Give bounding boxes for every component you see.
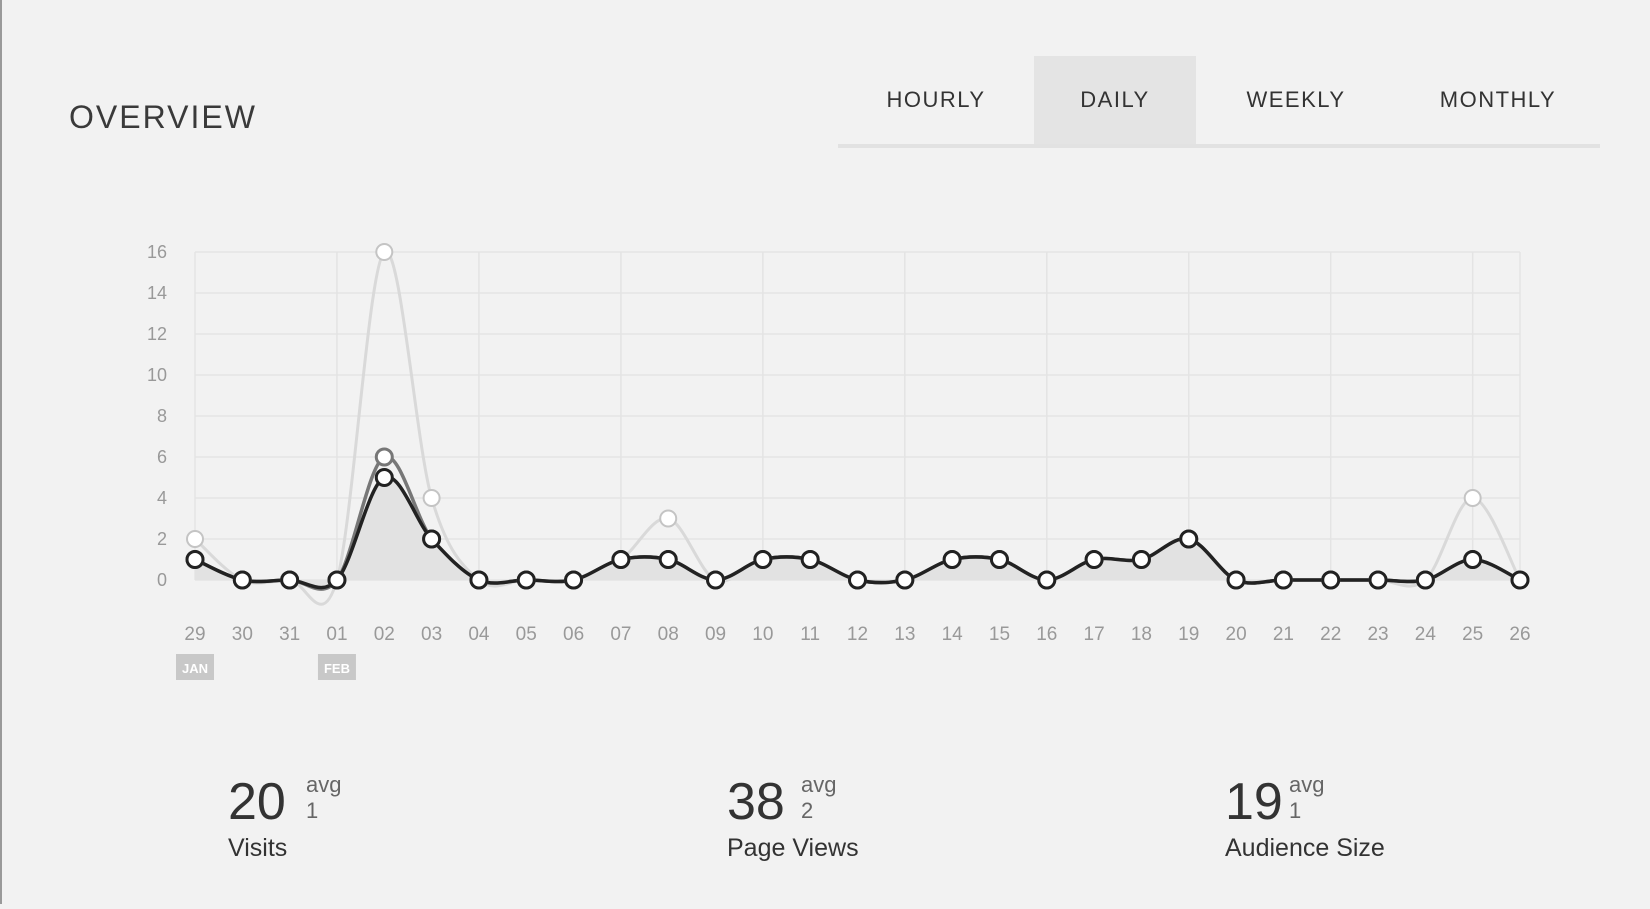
x-tick-label: 18 <box>1131 624 1152 645</box>
data-point <box>659 509 678 528</box>
y-tick-label: 4 <box>157 488 167 508</box>
y-tick-label: 16 <box>147 242 167 262</box>
data-point <box>1037 570 1057 590</box>
window-edge <box>0 0 2 904</box>
data-point <box>706 570 726 590</box>
x-tick-label: 13 <box>894 624 915 645</box>
stat-avg-value: 2 <box>801 798 814 823</box>
stat-value: 19 <box>1225 773 1283 831</box>
month-marker-label: FEB <box>324 661 350 676</box>
x-tick-label: 15 <box>989 624 1010 645</box>
x-tick-label: 04 <box>468 624 490 645</box>
stat-value: 38 <box>727 773 785 831</box>
data-point <box>327 570 347 590</box>
x-tick-label: 30 <box>232 624 253 645</box>
month-marker-label: JAN <box>182 661 208 676</box>
data-point <box>800 550 820 569</box>
y-tick-label: 12 <box>147 324 167 344</box>
data-point <box>1084 550 1104 569</box>
stat-value: 20 <box>228 773 286 831</box>
x-tick-label: 21 <box>1273 624 1294 645</box>
stat-label: Visits <box>228 834 288 862</box>
x-tick-label: 07 <box>610 624 631 645</box>
data-point <box>1179 529 1199 549</box>
x-tick-label: 31 <box>279 624 300 645</box>
x-tick-label: 25 <box>1462 624 1483 645</box>
month-marker <box>317 654 356 680</box>
x-tick-label: 19 <box>1178 624 1199 645</box>
data-point <box>1463 489 1482 507</box>
y-tick-label: 2 <box>157 529 167 549</box>
data-point <box>753 550 773 569</box>
x-tick-label: 12 <box>847 624 868 645</box>
x-tick-label: 24 <box>1415 624 1437 645</box>
stat-label: Audience Size <box>1225 834 1385 862</box>
x-tick-label: 20 <box>1226 624 1247 645</box>
data-point <box>469 570 489 590</box>
x-tick-label: 23 <box>1367 624 1388 645</box>
data-point <box>422 529 442 549</box>
x-tick-label: 03 <box>421 624 442 645</box>
x-tick-label: 08 <box>658 624 679 645</box>
x-tick-label: 29 <box>184 624 205 645</box>
x-tick-label: 01 <box>326 624 347 645</box>
tab-weekly[interactable]: WEEKLY <box>1246 87 1346 112</box>
data-point <box>185 550 205 569</box>
x-tick-label: 16 <box>1036 624 1057 645</box>
y-tick-label: 8 <box>157 406 167 426</box>
stat-avg-value: 1 <box>306 798 319 823</box>
data-point <box>374 468 394 487</box>
data-point <box>1273 570 1293 590</box>
stat-label: Page Views <box>727 834 859 862</box>
x-tick-label: 02 <box>374 624 395 645</box>
x-tick-label: 11 <box>800 624 820 645</box>
stat-avg-label: avg <box>306 772 342 797</box>
period-tabs: HOURLY DAILY WEEKLY MONTHLY <box>838 56 1600 148</box>
y-tick-label: 0 <box>157 570 167 590</box>
data-point <box>232 570 252 590</box>
data-point <box>895 570 915 590</box>
x-tick-label: 17 <box>1084 624 1105 645</box>
tab-monthly[interactable]: MONTHLY <box>1439 87 1557 112</box>
x-tick-label: 14 <box>942 624 964 645</box>
data-point <box>422 489 441 507</box>
data-point <box>611 550 631 569</box>
x-tick-label: 10 <box>752 624 773 645</box>
x-tick-label: 09 <box>705 624 726 645</box>
data-point <box>1463 550 1483 569</box>
data-point <box>1368 570 1388 590</box>
data-point <box>658 550 678 569</box>
tab-daily[interactable]: DAILY <box>1034 56 1196 144</box>
data-point <box>375 243 394 261</box>
data-point <box>1415 570 1435 590</box>
data-point <box>1226 570 1246 590</box>
page-title: OVERVIEW <box>69 99 257 136</box>
stat-avg-label: avg <box>1289 772 1325 797</box>
data-point <box>1510 570 1530 590</box>
data-point <box>374 447 394 467</box>
tab-hourly[interactable]: HOURLY <box>886 87 986 112</box>
x-tick-label: 05 <box>516 624 537 645</box>
y-tick-label: 6 <box>157 447 167 467</box>
data-point <box>186 530 204 548</box>
data-point <box>1131 550 1151 569</box>
y-tick-label: 10 <box>147 365 167 385</box>
y-tick-label: 14 <box>147 283 167 303</box>
data-point <box>989 550 1009 569</box>
stat-avg-label: avg <box>801 772 837 797</box>
stat-avg-value: 1 <box>1289 798 1302 823</box>
x-tick-label: 22 <box>1320 624 1341 645</box>
data-point <box>564 570 584 590</box>
data-point <box>942 550 962 569</box>
series-area <box>195 476 1520 588</box>
data-point <box>280 570 300 590</box>
x-tick-label: 26 <box>1509 624 1530 645</box>
data-point <box>1321 570 1341 590</box>
data-point <box>848 570 867 590</box>
x-tick-label: 06 <box>563 624 584 645</box>
month-marker <box>176 654 214 680</box>
data-point <box>516 570 536 590</box>
